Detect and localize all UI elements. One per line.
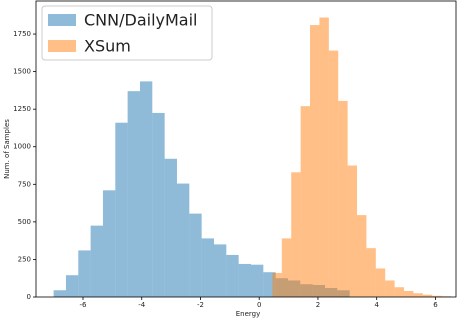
bar bbox=[357, 215, 367, 297]
bar bbox=[328, 50, 339, 297]
x-tick-label: 0 bbox=[257, 301, 261, 309]
bar bbox=[164, 158, 177, 297]
y-tick-label: 0 bbox=[27, 293, 31, 301]
bar bbox=[115, 122, 128, 297]
legend-box bbox=[41, 5, 213, 61]
x-tick-label: -6 bbox=[80, 301, 88, 309]
bar bbox=[53, 290, 66, 297]
y-tick-label: 750 bbox=[18, 180, 31, 188]
bar bbox=[238, 263, 251, 297]
y-axis-label: Num. of Samples bbox=[3, 119, 11, 179]
bar bbox=[272, 272, 282, 297]
legend-swatch bbox=[48, 14, 76, 26]
y-tick-label: 1000 bbox=[13, 143, 31, 151]
bar bbox=[139, 81, 153, 297]
bar bbox=[375, 268, 386, 297]
bar bbox=[291, 172, 301, 297]
legend-text: XSum bbox=[84, 37, 131, 56]
bar bbox=[422, 294, 433, 297]
bar bbox=[347, 165, 358, 297]
bar bbox=[413, 293, 423, 297]
legend-swatch bbox=[48, 40, 76, 52]
y-tick-label: 1750 bbox=[13, 30, 31, 38]
x-tick-label: -2 bbox=[197, 301, 204, 309]
bar bbox=[201, 238, 214, 297]
y-tick-label: 1500 bbox=[13, 68, 31, 76]
bar bbox=[90, 225, 103, 297]
bar bbox=[78, 250, 91, 297]
bar bbox=[127, 91, 140, 297]
bar bbox=[176, 183, 190, 297]
bar bbox=[394, 287, 405, 297]
y-tick-label: 500 bbox=[18, 218, 31, 226]
x-axis-label: Energy bbox=[236, 310, 261, 318]
bar bbox=[250, 264, 264, 297]
x-tick-label: -4 bbox=[138, 301, 146, 309]
bar bbox=[385, 280, 395, 297]
bar bbox=[281, 238, 292, 297]
plot-frame bbox=[35, 0, 457, 298]
bar bbox=[65, 275, 79, 297]
x-tick-label: 2 bbox=[316, 301, 320, 309]
legend-text: CNN/DailyMail bbox=[84, 11, 197, 30]
x-tick-label: 4 bbox=[374, 301, 379, 309]
bar bbox=[102, 190, 116, 297]
x-tick-label: 6 bbox=[433, 301, 438, 309]
bar bbox=[404, 290, 414, 297]
bar bbox=[152, 112, 165, 297]
bar bbox=[226, 254, 239, 297]
bar bbox=[319, 17, 329, 297]
y-tick-label: 250 bbox=[18, 255, 31, 263]
bar bbox=[432, 295, 442, 297]
bar bbox=[366, 248, 376, 297]
bar bbox=[189, 213, 202, 297]
bar bbox=[310, 25, 320, 297]
bar bbox=[338, 100, 348, 297]
y-tick-label: 1250 bbox=[13, 105, 31, 113]
bar bbox=[300, 106, 311, 297]
bar bbox=[213, 244, 227, 297]
